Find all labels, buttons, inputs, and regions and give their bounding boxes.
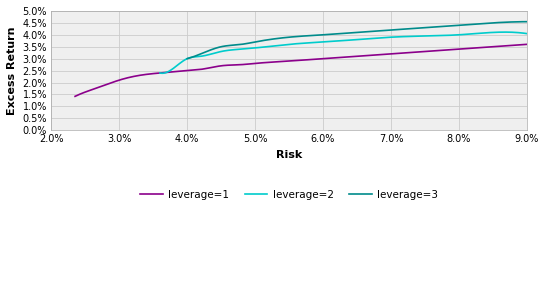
leverage=2 <box>524 32 530 35</box>
leverage=1 <box>524 43 530 46</box>
leverage=1 <box>348 55 355 59</box>
leverage=3 <box>185 56 192 60</box>
leverage=2 <box>158 71 164 75</box>
leverage=2 <box>490 31 497 34</box>
leverage=2 <box>376 36 383 40</box>
leverage=2 <box>375 36 382 40</box>
leverage=3 <box>470 22 477 26</box>
Line: leverage=3: leverage=3 <box>187 22 527 59</box>
Legend: leverage=1, leverage=2, leverage=3: leverage=1, leverage=2, leverage=3 <box>135 186 443 204</box>
leverage=1 <box>339 56 346 59</box>
leverage=2 <box>159 71 166 75</box>
leverage=3 <box>184 57 191 60</box>
leverage=3 <box>392 28 399 31</box>
leverage=2 <box>502 30 508 34</box>
leverage=1 <box>341 55 347 59</box>
leverage=1 <box>72 95 78 98</box>
leverage=3 <box>386 29 393 32</box>
Line: leverage=1: leverage=1 <box>75 44 527 96</box>
Y-axis label: Excess Return: Excess Return <box>7 26 17 115</box>
leverage=2 <box>383 36 389 39</box>
X-axis label: Risk: Risk <box>276 150 302 160</box>
Line: leverage=2: leverage=2 <box>160 32 527 73</box>
leverage=1 <box>453 48 459 51</box>
leverage=1 <box>73 94 80 97</box>
leverage=3 <box>492 21 498 24</box>
leverage=3 <box>385 29 391 32</box>
leverage=2 <box>157 71 163 75</box>
leverage=3 <box>524 20 530 24</box>
leverage=1 <box>481 46 488 49</box>
leverage=2 <box>467 32 474 36</box>
